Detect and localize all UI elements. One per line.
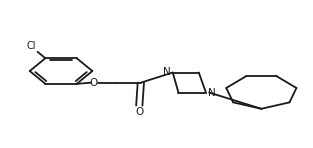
Text: N: N [162,67,170,77]
Text: N: N [208,88,216,98]
Text: O: O [135,107,143,117]
Text: O: O [90,78,98,88]
Text: Cl: Cl [27,41,36,51]
